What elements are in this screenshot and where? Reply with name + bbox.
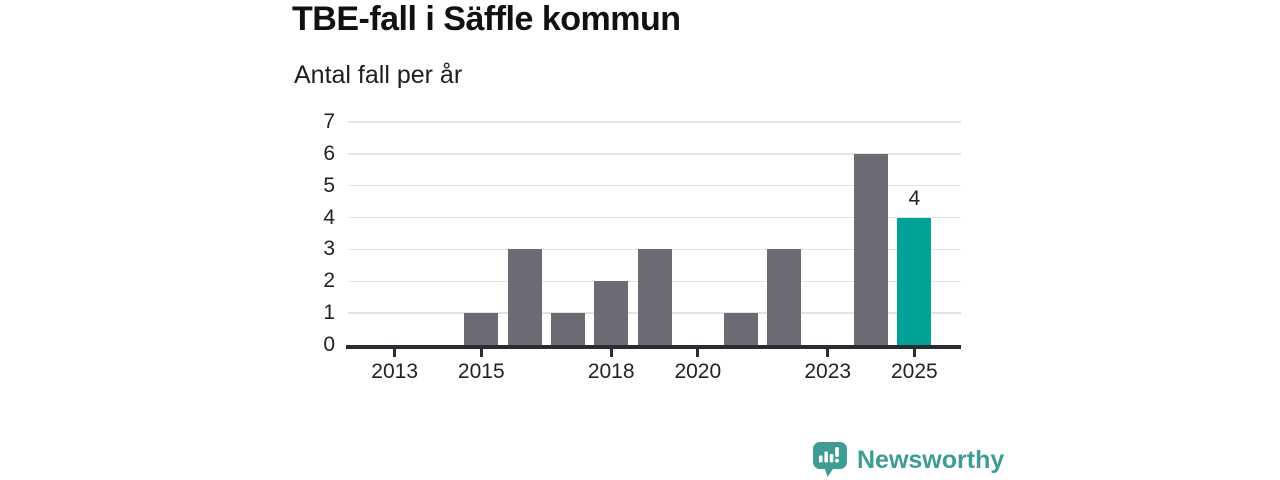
x-axis-tick xyxy=(826,348,830,357)
bar xyxy=(550,313,585,345)
y-axis-tick-label: 1 xyxy=(323,301,335,325)
gridline xyxy=(348,121,961,123)
y-axis-tick-label: 2 xyxy=(323,269,335,293)
chart-title: TBE-fall i Säffle kommun xyxy=(292,0,681,38)
y-axis-tick-label: 6 xyxy=(323,141,335,165)
x-axis-tick xyxy=(912,348,916,357)
x-axis-tick-label: 2013 xyxy=(371,360,418,383)
bar xyxy=(464,313,499,345)
x-axis-tick-label: 2015 xyxy=(457,360,505,383)
bar xyxy=(767,249,802,345)
bar xyxy=(637,249,672,345)
gridline xyxy=(348,184,961,187)
x-axis-tick xyxy=(609,348,613,357)
bar xyxy=(594,281,629,345)
chart-subtitle: Antal fall per år xyxy=(294,61,463,89)
y-axis-tick-label: 0 xyxy=(323,333,335,356)
newsworthy-logo-text: Newsworthy xyxy=(857,446,1005,474)
gridline xyxy=(348,153,961,155)
y-axis-tick-label: 4 xyxy=(323,205,335,229)
x-axis-tick-label: 2020 xyxy=(674,360,722,383)
x-axis-line xyxy=(346,345,961,349)
bar xyxy=(724,313,759,345)
bar xyxy=(507,249,542,345)
newsworthy-branding: Newsworthy xyxy=(812,441,1004,479)
x-axis-tick-label: 2023 xyxy=(804,360,852,383)
y-axis-tick-label: 3 xyxy=(323,237,335,261)
x-axis-tick xyxy=(479,348,483,357)
x-axis-tick-label: 2018 xyxy=(587,360,635,383)
gridline xyxy=(348,216,961,219)
bar-value-label: 4 xyxy=(908,186,921,210)
x-axis-tick xyxy=(696,348,700,357)
x-axis-tick-label: 2025 xyxy=(890,360,938,383)
bar-highlighted xyxy=(897,217,932,345)
y-axis-tick-label: 7 xyxy=(323,110,335,133)
x-axis-tick xyxy=(393,348,397,357)
bar xyxy=(854,153,889,345)
newsworthy-logo-icon xyxy=(813,442,847,477)
y-axis-tick-label: 5 xyxy=(323,173,335,197)
